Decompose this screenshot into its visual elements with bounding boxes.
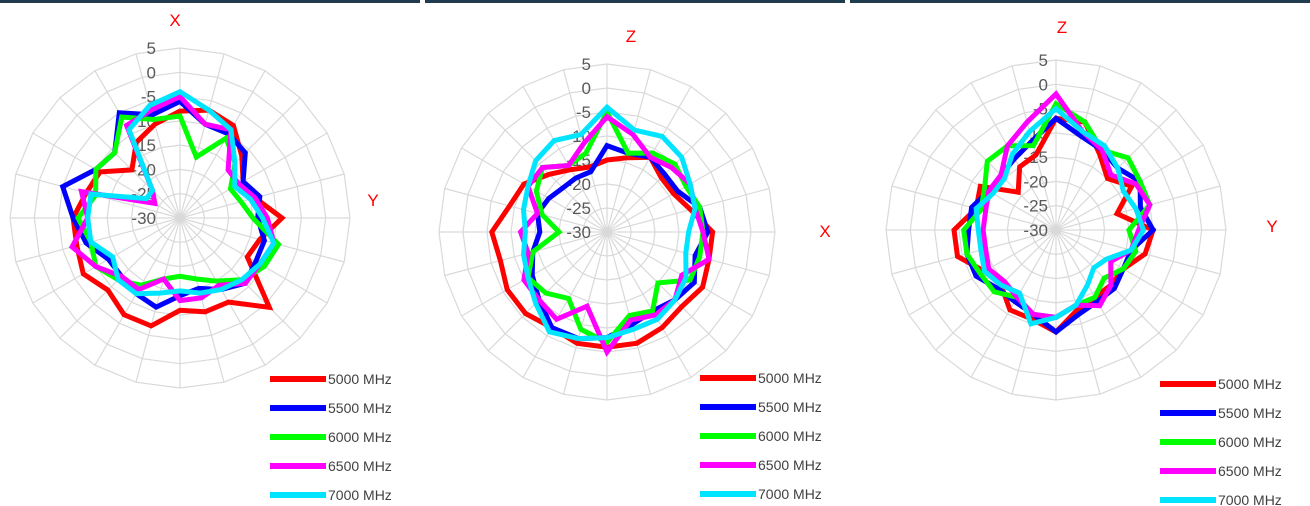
legend-label: 5000 MHz <box>328 371 392 387</box>
grid-spoke <box>179 53 225 219</box>
radar-chart-panel-1: 5 0 -5 -10 -15 -20 -25 -30 X Y 5000 MHz 5500 MHz 600… <box>0 0 420 506</box>
legend-label: 5000 MHz <box>1218 376 1282 392</box>
legend-label: 6500 MHz <box>1218 463 1282 479</box>
series-line-7000-mhz <box>85 88 277 297</box>
top-axis-label: X <box>169 11 180 30</box>
side-axis-label: Y <box>367 191 378 210</box>
grid-spoke <box>1055 65 1101 231</box>
series-line-6500-mhz <box>68 93 277 304</box>
legend-label: 6000 MHz <box>328 429 392 445</box>
legend-label: 7000 MHz <box>1218 492 1282 506</box>
legend-label: 5500 MHz <box>1218 405 1282 421</box>
radar-chart-panel-3: 5 0 -5 -10 -15 -20 -25 -30 Z Y 5000 MHz 5500 MHz 600… <box>850 0 1310 506</box>
side-axis-label: Y <box>1266 217 1277 236</box>
grid-spoke <box>522 231 608 378</box>
grid-spoke <box>891 229 1057 275</box>
panel-divider-line-1 <box>0 0 420 3</box>
legend-label: 6000 MHz <box>1218 434 1282 450</box>
grid-spoke <box>606 231 727 352</box>
r-tick-label: 5 <box>1039 51 1048 70</box>
series-line-6000-mhz <box>75 113 282 288</box>
grid-spoke <box>522 86 608 233</box>
legend-item: 6500 MHz <box>270 458 392 474</box>
panel-divider-line-2 <box>425 0 845 3</box>
top-axis-label: Z <box>626 27 636 46</box>
legend-item: 5500 MHz <box>270 400 392 416</box>
r-tick-label: 0 <box>147 63 156 82</box>
legend-label: 5000 MHz <box>758 370 822 386</box>
r-tick-label: -25 <box>1023 197 1048 216</box>
grid-spoke <box>15 217 181 263</box>
series-line-6000-mhz <box>961 100 1153 320</box>
series-line-7000-mhz <box>973 105 1147 327</box>
legend-label: 7000 MHz <box>758 486 822 502</box>
r-tick-label: 0 <box>1039 75 1048 94</box>
grid-spoke <box>1055 229 1204 316</box>
legend-item: 7000 MHz <box>1160 492 1282 506</box>
r-tick-label: 5 <box>147 39 156 58</box>
legend-item: 5000 MHz <box>700 370 822 386</box>
legend-item: 5000 MHz <box>270 371 392 387</box>
grid-spoke <box>606 231 692 378</box>
side-axis-label: X <box>819 222 830 241</box>
legend-item: 6500 MHz <box>700 457 822 473</box>
legend-item: 6000 MHz <box>1160 434 1282 450</box>
r-tick-label: -20 <box>1023 172 1048 191</box>
legend-item: 6500 MHz <box>1160 463 1282 479</box>
grid-spoke <box>135 217 181 383</box>
grid-spoke <box>179 132 328 219</box>
panel-divider-line-3 <box>850 0 1310 3</box>
legend-label: 5500 MHz <box>328 400 392 416</box>
r-tick-label: -25 <box>566 199 591 218</box>
r-tick-label: -30 <box>1023 221 1048 240</box>
legend-label: 6500 MHz <box>328 458 392 474</box>
legend-item: 7000 MHz <box>270 487 392 503</box>
series-line-6000-mhz <box>525 106 706 346</box>
legend-label: 6000 MHz <box>758 428 822 444</box>
r-tick-label: -30 <box>566 223 591 242</box>
top-axis-label: Z <box>1057 18 1067 37</box>
r-tick-label: -5 <box>576 103 591 122</box>
legend-item: 5000 MHz <box>1160 376 1282 392</box>
legend-label: 7000 MHz <box>328 487 392 503</box>
legend-item: 6000 MHz <box>270 429 392 445</box>
grid-spoke <box>562 231 608 395</box>
r-tick-label: 5 <box>582 55 591 74</box>
grid-spoke <box>935 109 1057 231</box>
series-line-7000-mhz <box>520 103 698 342</box>
r-tick-label: 0 <box>582 79 591 98</box>
legend-item: 6000 MHz <box>700 428 822 444</box>
legend-item: 5500 MHz <box>700 399 822 415</box>
legend-item: 7000 MHz <box>700 486 822 502</box>
grid-spoke <box>59 97 181 219</box>
legend-label: 5500 MHz <box>758 399 822 415</box>
legend-label: 6500 MHz <box>758 457 822 473</box>
legend-item: 5500 MHz <box>1160 405 1282 421</box>
r-tick-label: -30 <box>131 209 156 228</box>
grid-spoke <box>135 53 181 219</box>
grid-spoke <box>179 70 266 219</box>
radar-chart-panel-2: 5 0 -5 -10 -15 -20 -25 -30 Z X 5000 MHz 5500 MHz 600… <box>425 0 850 506</box>
